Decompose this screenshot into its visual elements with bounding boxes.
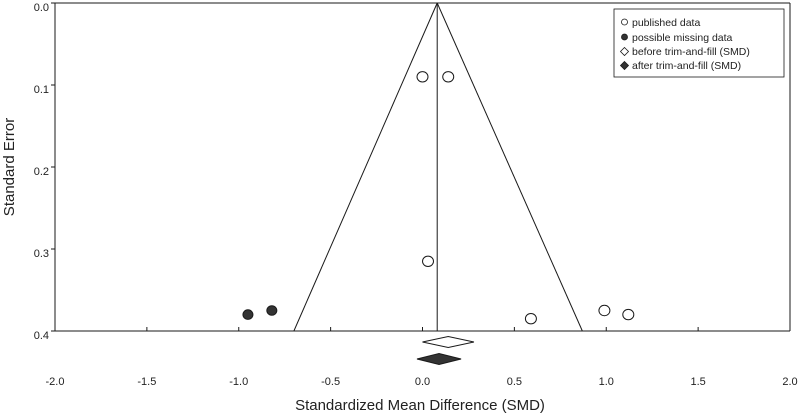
x-ticks-layer: -2.0 -1.5 -1.0 -0.5 0.0 0.5 1.0 1.5 2.0 [46, 327, 798, 388]
funnel-left-boundary [293, 2, 438, 332]
x-tick-label-7: 1.0 [599, 376, 614, 388]
x-tick-label-5: 0.0 [415, 376, 430, 388]
published-data-point-6 [622, 308, 635, 321]
x-tick-label-6: 0.5 [507, 376, 522, 388]
y-tick-label-2: 0.1 [34, 84, 49, 96]
x-tick-label-3: -1.0 [229, 376, 248, 388]
legend: published data possible missing data bef… [613, 8, 785, 78]
points-layer [242, 71, 635, 366]
y-tick-label-1: 0.0 [34, 2, 49, 14]
published-data-point-4 [524, 313, 537, 325]
x-tick-label-8: 1.5 [690, 376, 705, 388]
legend-label-missing: possible missing data [632, 32, 733, 44]
legend-marker-after [619, 60, 630, 71]
y-tick-label-3: 0.2 [34, 166, 49, 178]
funnel-layer [293, 2, 583, 332]
y-tick-label-4: 0.3 [34, 248, 49, 260]
published-data-point-1 [416, 71, 429, 83]
missing-data-point-1 [242, 309, 254, 320]
y-ticks-layer: 0.0 0.1 0.2 0.3 0.4 [34, 2, 55, 342]
published-data-point-3 [422, 255, 435, 267]
published-data-point-2 [442, 71, 455, 83]
missing-data-point-2 [266, 305, 278, 316]
legend-label-published: published data [632, 17, 700, 29]
legend-box [613, 8, 785, 78]
x-axis-title: Standardized Mean Difference (SMD) [295, 397, 545, 414]
y-tick-label-5: 0.4 [34, 330, 49, 342]
x-tick-label-1: -2.0 [46, 376, 65, 388]
published-data-point-5 [598, 304, 611, 317]
legend-marker-missing [621, 33, 628, 41]
x-tick-label-2: -1.5 [137, 376, 156, 388]
y-axis-title: Standard Error [1, 118, 18, 216]
before-trim-and-fill-diamond [422, 335, 475, 349]
x-tick-label-4: -0.5 [321, 376, 340, 388]
legend-marker-before [619, 46, 630, 57]
legend-marker-published [621, 18, 628, 26]
legend-label-after: after trim-and-fill (SMD) [632, 60, 741, 72]
legend-label-before: before trim-and-fill (SMD) [632, 46, 750, 58]
after-trim-and-fill-diamond [416, 352, 462, 366]
x-tick-label-9: 2.0 [782, 376, 797, 388]
funnel-right-boundary [436, 2, 583, 332]
